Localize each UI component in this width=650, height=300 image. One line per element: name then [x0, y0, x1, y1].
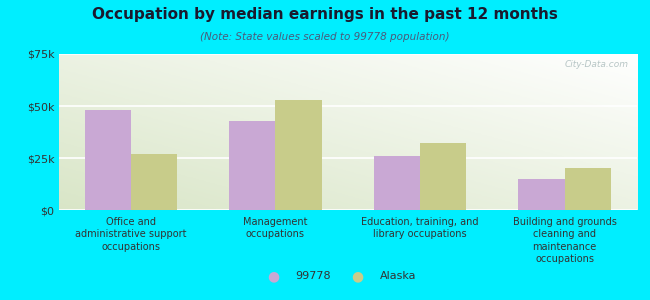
Bar — [276, 100, 322, 210]
Bar — [229, 121, 276, 210]
Bar — [420, 143, 466, 210]
Text: City-Data.com: City-Data.com — [564, 60, 629, 69]
Text: Occupation by median earnings in the past 12 months: Occupation by median earnings in the pas… — [92, 8, 558, 22]
Text: Alaska: Alaska — [380, 271, 417, 281]
Text: ●: ● — [267, 269, 279, 283]
Text: ●: ● — [352, 269, 363, 283]
Text: 99778: 99778 — [296, 271, 332, 281]
Bar — [131, 154, 177, 210]
Bar — [519, 179, 565, 210]
Text: (Note: State values scaled to 99778 population): (Note: State values scaled to 99778 popu… — [200, 32, 450, 41]
Bar — [374, 156, 420, 210]
Bar — [565, 168, 611, 210]
Bar — [84, 110, 131, 210]
